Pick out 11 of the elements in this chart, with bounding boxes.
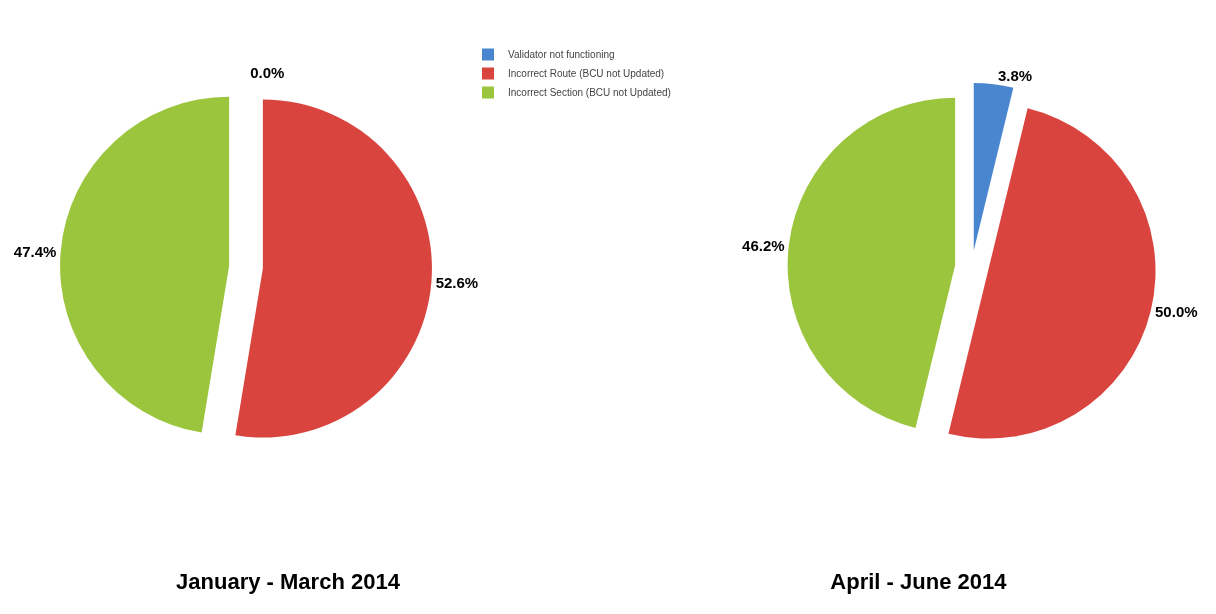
data-label: 47.4% (13, 243, 57, 261)
text: January - March 2014 (176, 569, 401, 595)
data-label: 46.2% (742, 236, 785, 254)
data-label: 52.6% (435, 273, 479, 291)
text: April - June 2014 (830, 569, 1008, 595)
text: 0.0% (250, 64, 285, 82)
legend-label: Incorrect Route (BCU not Updated) (508, 68, 665, 80)
legend-label: Incorrect Section (BCU not Updated) (508, 87, 671, 99)
data-label: 50.0% (1155, 302, 1198, 320)
legend-label: Validator not functioning (508, 49, 615, 61)
data-label: 3.8% (997, 67, 1033, 85)
